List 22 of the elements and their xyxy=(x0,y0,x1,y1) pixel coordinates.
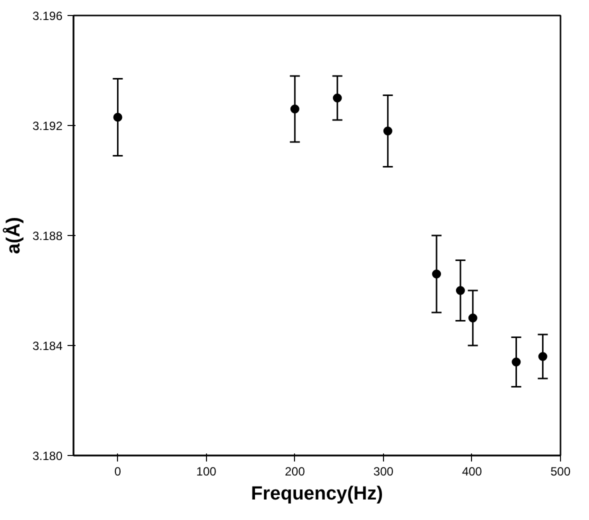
point xyxy=(383,126,392,136)
y-tick-label: 3.180 xyxy=(32,449,63,463)
x-tick-label: 0 xyxy=(114,464,122,478)
x-tick-label: 300 xyxy=(373,464,394,478)
x-tick-label: 200 xyxy=(284,464,306,478)
x-tick-label: 100 xyxy=(196,464,217,478)
y-axis-title: a(Å) xyxy=(2,217,24,254)
y-tick-label: 3.184 xyxy=(32,339,63,353)
point xyxy=(456,286,465,295)
point xyxy=(290,104,300,114)
point xyxy=(468,314,478,322)
y-tick-label: 3.188 xyxy=(32,229,63,243)
x-tick-label: 500 xyxy=(550,464,571,478)
y-tick-label: 3.192 xyxy=(32,119,63,133)
point xyxy=(538,352,548,361)
y-tick-label: 3.196 xyxy=(32,9,63,23)
point xyxy=(113,112,122,122)
point xyxy=(512,358,521,366)
point xyxy=(432,270,442,278)
x-tick-label: 400 xyxy=(462,464,482,478)
x-axis-title: Frequency(Hz) xyxy=(251,484,383,504)
point xyxy=(332,94,342,102)
